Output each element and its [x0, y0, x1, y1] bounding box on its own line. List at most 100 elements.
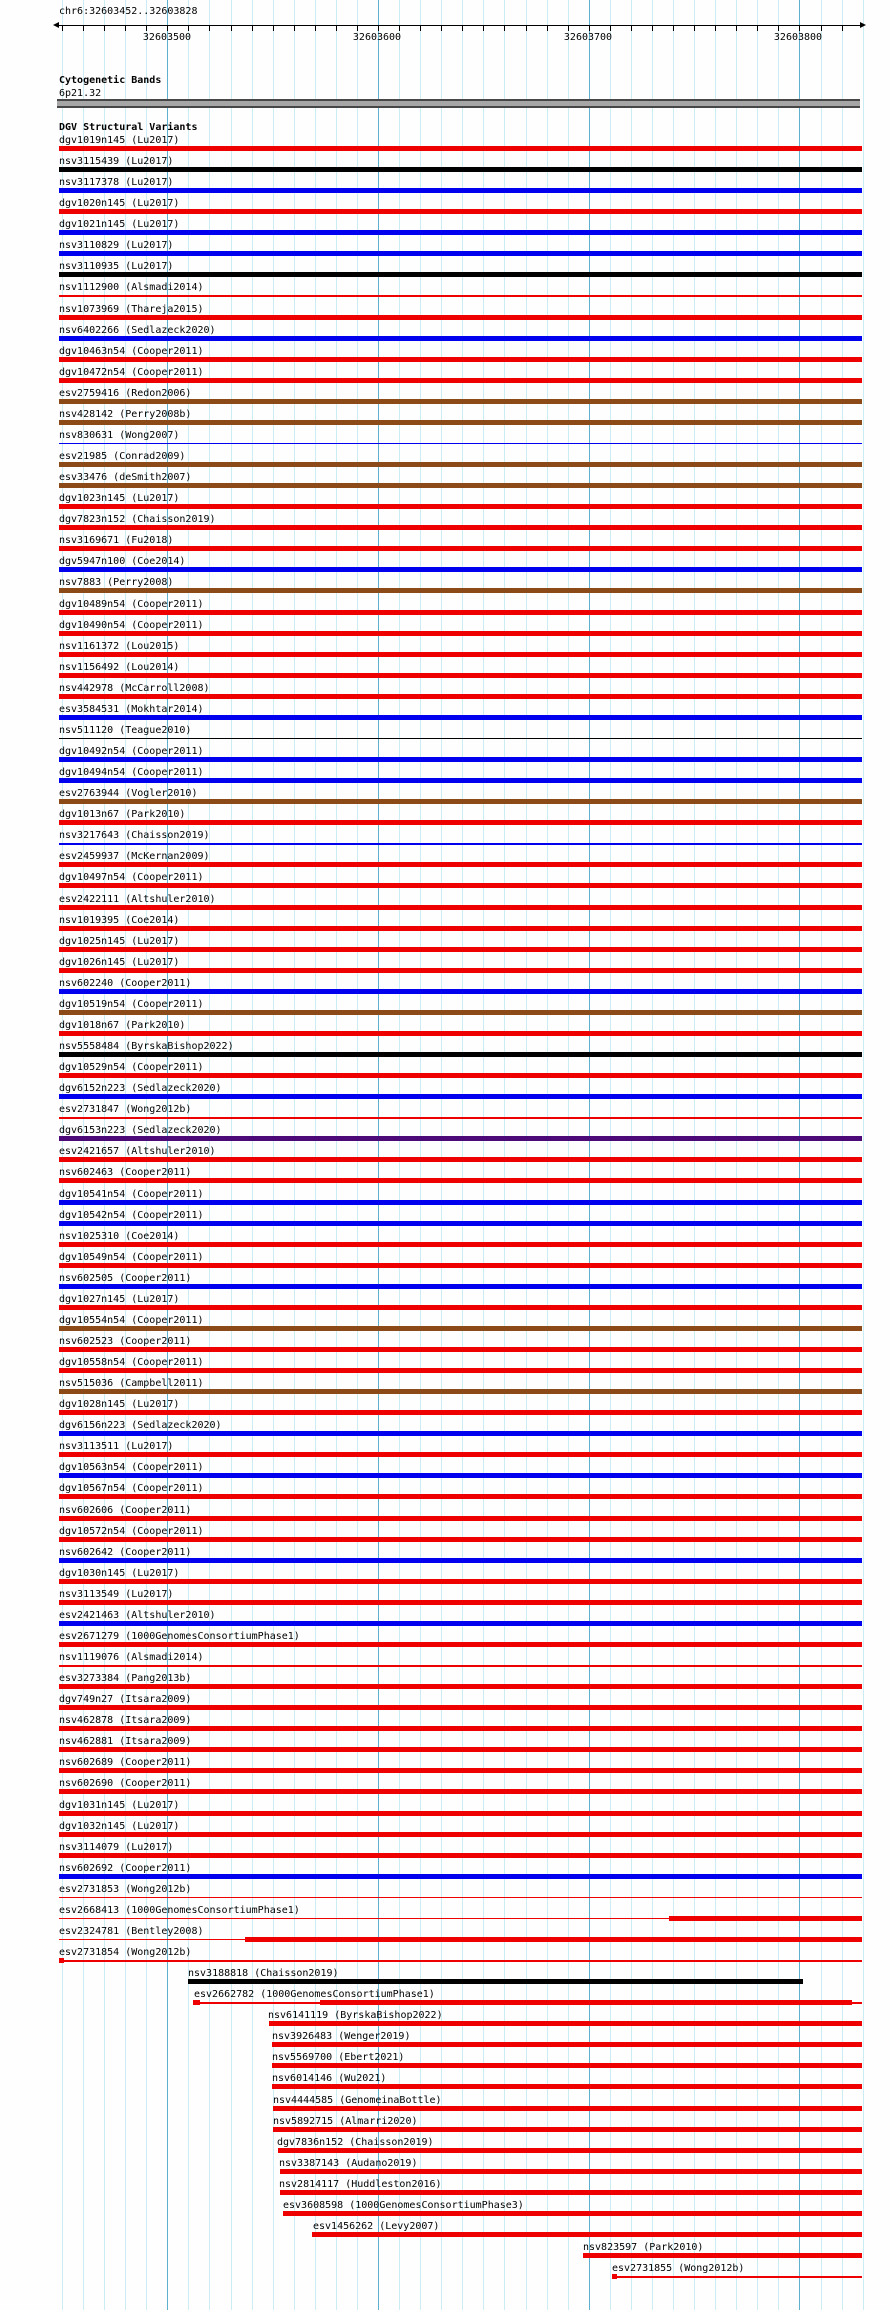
variant-label[interactable]: nsv602689 (Cooper2011) — [59, 1757, 192, 1769]
variant-label[interactable]: nsv5892715 (Almarri2020) — [273, 2115, 418, 2127]
variant-bar-segment[interactable] — [59, 588, 862, 594]
variant-bar-segment[interactable] — [59, 546, 862, 552]
variant-label[interactable]: dgv1032n145 (Lu2017) — [59, 1820, 180, 1832]
variant-bar-segment[interactable] — [59, 1684, 862, 1690]
variant-bar-segment[interactable] — [59, 1768, 862, 1774]
variant-bar-segment[interactable] — [59, 778, 862, 784]
variant-bar-segment[interactable] — [59, 1431, 862, 1437]
variant-bar-segment[interactable] — [669, 1915, 862, 1921]
variant-bar-segment[interactable] — [59, 377, 862, 383]
variant-label[interactable]: nsv1112900 (Alsmadi2014) — [59, 282, 204, 294]
variant-bar-segment[interactable] — [59, 295, 862, 297]
variant-bar-segment[interactable] — [59, 1515, 862, 1521]
variant-bar-segment[interactable] — [59, 1220, 862, 1226]
variant-bar-segment[interactable] — [273, 2126, 862, 2132]
variant-bar-segment[interactable] — [852, 2002, 862, 2004]
variant-bar-segment[interactable] — [59, 799, 862, 805]
variant-label[interactable]: dgv1020n145 (Lu2017) — [59, 198, 180, 210]
variant-bar-segment[interactable] — [59, 967, 862, 973]
variant-bar-segment[interactable] — [59, 462, 862, 468]
variant-bar-segment[interactable] — [59, 1325, 862, 1331]
variant-bar-segment[interactable] — [59, 442, 862, 445]
variant-label[interactable]: nsv823597 (Park2010) — [583, 2242, 704, 2253]
variant-label[interactable]: dgv1013n67 (Park2010) — [59, 809, 186, 821]
variant-label[interactable]: dgv10497n54 (Cooper2011) — [59, 872, 204, 884]
variant-bar-segment[interactable] — [59, 1665, 862, 1667]
variant-label[interactable]: dgv10492n54 (Cooper2011) — [59, 746, 204, 758]
variant-bar-segment[interactable] — [59, 1304, 862, 1310]
variant-bar-segment[interactable] — [59, 1283, 862, 1289]
variant-label[interactable]: nsv3115439 (Lu2017) — [59, 156, 174, 168]
variant-bar-segment[interactable] — [272, 2063, 862, 2069]
variant-label[interactable]: dgv1026n145 (Lu2017) — [59, 956, 180, 968]
variant-bar-segment[interactable] — [200, 2002, 320, 2004]
variant-label[interactable]: dgv10490n54 (Cooper2011) — [59, 619, 204, 631]
variant-label[interactable]: dgv10472n54 (Cooper2011) — [59, 366, 204, 378]
variant-bar-segment[interactable] — [59, 1852, 862, 1858]
variant-label[interactable]: nsv1156492 (Lou2014) — [59, 661, 180, 673]
variant-bar-segment[interactable] — [59, 356, 862, 362]
variant-label[interactable]: esv2759416 (Redon2006) — [59, 387, 192, 399]
cytoband-bar[interactable] — [57, 99, 860, 108]
variant-label[interactable]: nsv511120 (Teague2010) — [59, 724, 192, 736]
variant-label[interactable]: esv33476 (deSmith2007) — [59, 472, 192, 484]
variant-label[interactable]: esv1456262 (Levy2007) — [313, 2220, 440, 2232]
variant-label[interactable]: dgv10463n54 (Cooper2011) — [59, 345, 204, 357]
variant-bar-segment[interactable] — [59, 1117, 862, 1119]
variant-bar-segment[interactable] — [59, 843, 862, 845]
variant-bar-segment[interactable] — [59, 883, 862, 889]
variant-bar-segment[interactable] — [269, 2021, 862, 2027]
variant-label[interactable]: esv2324781 (Bentley2008) — [59, 1925, 204, 1937]
variant-label[interactable]: nsv462878 (Itsara2009) — [59, 1715, 192, 1727]
variant-label[interactable]: dgv7823n152 (Chaisson2019) — [59, 514, 216, 526]
variant-bar-segment[interactable] — [59, 1052, 862, 1057]
variant-bar-segment[interactable] — [59, 757, 862, 763]
variant-bar-segment[interactable] — [59, 988, 862, 994]
variant-bar-segment[interactable] — [59, 1917, 669, 1920]
variant-label[interactable]: nsv3387143 (Audano2019) — [279, 2157, 418, 2169]
variant-bar-segment[interactable] — [272, 2084, 862, 2090]
variant-label[interactable]: nsv830631 (Wong2007) — [59, 429, 180, 441]
variant-label[interactable]: nsv1119076 (Alsmadi2014) — [59, 1652, 204, 1664]
variant-label[interactable]: nsv602463 (Cooper2011) — [59, 1167, 192, 1179]
variant-label[interactable]: esv3608598 (1000GenomesConsortiumPhase3) — [283, 2199, 524, 2211]
variant-label[interactable]: nsv2814117 (Huddleston2016) — [279, 2178, 442, 2190]
variant-bar-segment[interactable] — [59, 609, 862, 615]
variant-label[interactable]: dgv6153n223 (Sedlazeck2020) — [59, 1125, 222, 1137]
variant-label[interactable]: nsv7883 (Perry2008) — [59, 577, 174, 589]
variant-bar-segment[interactable] — [59, 483, 862, 489]
variant-bar-segment[interactable] — [59, 1262, 862, 1268]
variant-bar-segment[interactable] — [59, 1599, 862, 1605]
variant-label[interactable]: nsv602606 (Cooper2011) — [59, 1504, 192, 1516]
variant-bar-segment[interactable] — [320, 2000, 852, 2006]
variant-label[interactable]: dgv10489n54 (Cooper2011) — [59, 598, 204, 610]
variant-bar-segment[interactable] — [59, 1620, 862, 1626]
variant-label[interactable]: nsv3926483 (Wenger2019) — [272, 2031, 411, 2043]
variant-bar-segment[interactable] — [193, 2000, 200, 2006]
variant-label[interactable]: dgv1030n145 (Lu2017) — [59, 1567, 180, 1579]
variant-bar-segment[interactable] — [59, 862, 862, 868]
variant-bar-segment[interactable] — [59, 567, 862, 573]
variant-bar-segment[interactable] — [59, 672, 862, 678]
variant-bar-segment[interactable] — [272, 2042, 862, 2048]
variant-label[interactable]: nsv6014146 (Wu2021) — [272, 2073, 387, 2085]
variant-bar-segment[interactable] — [273, 2105, 862, 2111]
variant-label[interactable]: dgv6156n223 (Sedlazeck2020) — [59, 1420, 222, 1432]
variant-label[interactable]: nsv4444585 (GenomeinaBottle) — [273, 2094, 442, 2106]
variant-bar-segment[interactable] — [59, 504, 862, 510]
variant-label[interactable]: nsv3188818 (Chaisson2019) — [188, 1968, 339, 1980]
variant-label[interactable]: nsv3114079 (Lu2017) — [59, 1841, 174, 1853]
variant-bar-segment[interactable] — [59, 314, 862, 320]
variant-bar-segment[interactable] — [280, 2189, 862, 2195]
variant-bar-segment[interactable] — [583, 2253, 862, 2258]
variant-label[interactable]: nsv1161372 (Lou2015) — [59, 640, 180, 652]
variant-bar-segment[interactable] — [59, 1346, 862, 1352]
variant-bar-segment[interactable] — [59, 1199, 862, 1205]
variant-label[interactable]: dgv749n27 (Itsara2009) — [59, 1694, 192, 1706]
variant-label[interactable]: esv2421657 (Altshuler2010) — [59, 1146, 216, 1158]
variant-label[interactable]: esv2731854 (Wong2012b) — [59, 1947, 192, 1959]
variant-bar-segment[interactable] — [59, 1747, 862, 1753]
variant-bar-segment[interactable] — [59, 167, 862, 173]
variant-bar-segment[interactable] — [59, 1578, 862, 1584]
variant-label[interactable]: dgv1028n145 (Lu2017) — [59, 1399, 180, 1411]
